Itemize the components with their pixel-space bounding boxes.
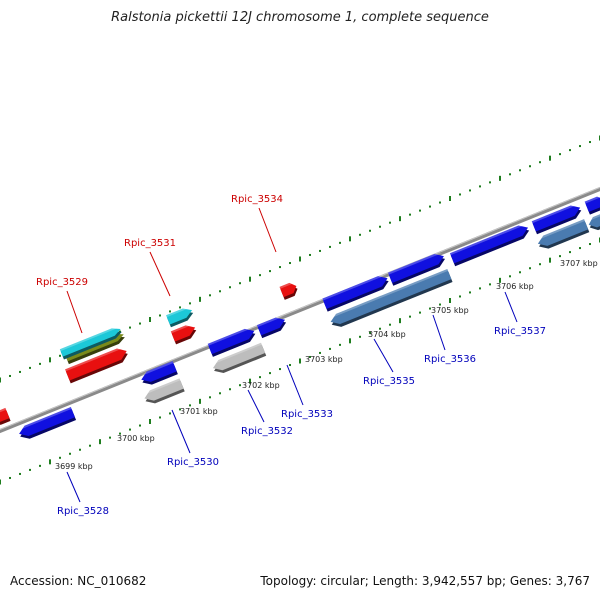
label-leader-lines [66,207,518,503]
gene-arrow-body [256,317,285,336]
gene-arrow-highlight [166,307,191,318]
gene-arrow-highlight [211,342,262,365]
topology-summary: Topology: circular; Length: 3,942,557 bp… [260,574,590,588]
leader-line [373,338,394,373]
gene-arrow-highlight [536,219,585,241]
gene-arrow-highlight [322,275,387,301]
gene-label[interactable]: Rpic_3530 [167,457,219,468]
gene-arrow [65,347,128,384]
leader-line [286,364,304,406]
chromosome-backbone [0,186,600,434]
gene-arrow-body [322,276,388,309]
gene-arrow-highlight [0,407,7,416]
gene-arrow-body [588,212,600,228]
gene-arrow [211,342,267,373]
leader-line [149,251,171,297]
kbp-label: 3701 kbp [180,407,218,416]
leader-line [504,291,518,323]
kbp-label: 3707 kbp [560,259,598,268]
gene-arrow-highlight [139,361,174,377]
gene-arrow-body [0,407,10,423]
gene-arrow [531,204,582,235]
gene-arrow-body [330,268,452,325]
leader-line [247,389,265,423]
gene-label[interactable]: Rpic_3537 [494,326,546,337]
gene-arrow [256,316,287,339]
leader-line [432,314,446,351]
gene-arrow-highlight [449,224,527,256]
kbp-label: 3705 kbp [431,306,469,315]
kbp-label: 3700 kbp [117,434,155,443]
gene-arrow-body [584,196,600,212]
gene-arrow-highlight [59,327,120,352]
kbp-label: 3704 kbp [368,330,406,339]
gene-arrow [449,224,530,267]
gene-arrow [584,196,600,215]
gene-arrow [139,361,178,385]
gene-arrow-highlight [587,212,600,222]
gene-label[interactable]: Rpic_3531 [124,238,176,249]
chromosome-backbone-highlight [0,186,600,431]
gene-arrow-body [19,407,75,436]
gene-arrow-highlight [329,268,449,319]
gene-arrow-body [166,308,193,325]
gene-arrow-body [207,328,255,355]
gene-arrow-highlight [143,378,181,396]
gene-label[interactable]: Rpic_3533 [281,409,333,420]
gene-arrow-highlight [584,196,600,204]
gene-arrow-body [388,254,444,283]
gene-features [0,196,600,439]
leader-line [258,207,277,253]
kbp-label: 3699 kbp [55,462,93,471]
gene-arrow-body [59,328,121,357]
gene-arrow [279,282,298,300]
gene-arrow [17,407,77,439]
gene-arrow-highlight [207,327,253,346]
kbp-label: 3702 kbp [242,381,280,390]
gene-arrow [0,407,11,425]
gene-arrow [143,378,185,404]
gene-arrow-highlight [388,252,443,275]
gene-arrow-body [279,282,297,298]
gene-arrow-highlight [17,407,72,431]
gene-arrow-body [144,378,184,401]
gene-arrow-body [212,342,266,371]
gene-arrow [329,268,453,327]
gene-arrow-body [65,348,127,381]
lower-tick-track [0,237,600,485]
gene-arrow-body [531,205,581,232]
gene-arrow [170,324,197,345]
kbp-label: 3706 kbp [496,282,534,291]
map-title: Ralstonia pickettii 12J chromosome 1, co… [111,10,489,25]
gene-arrow [536,219,590,249]
gene-label[interactable]: Rpic_3528 [57,506,109,517]
gene-arrow-body [170,325,196,342]
gene-arrow-body [141,361,177,382]
gene-arrow-highlight [531,204,579,224]
gene-arrow [587,212,600,231]
gene-label[interactable]: Rpic_3532 [241,426,293,437]
gene-label[interactable]: Rpic_3536 [424,354,476,365]
leader-line [66,471,81,503]
gene-arrow-body [449,225,529,264]
gene-label[interactable]: Rpic_3529 [36,277,88,288]
accession-text: Accession: NC_010682 [10,574,147,588]
gene-arrow [59,327,122,360]
kbp-label: 3703 kbp [305,355,343,364]
gene-arrow-highlight [256,316,284,327]
gene-label[interactable]: Rpic_3534 [231,194,283,205]
gene-arrow-body [537,219,589,246]
gene-arrow-highlight [170,324,194,334]
gene-arrow-highlight [279,282,296,289]
leader-line [66,290,83,334]
gene-arrow [322,275,389,312]
gene-label[interactable]: Rpic_3535 [363,376,415,387]
gene-arrow [207,327,256,357]
leader-line [171,409,191,454]
gene-arrow-highlight [65,347,126,372]
gene-arrow [388,252,446,286]
gene-arrow [166,307,194,328]
